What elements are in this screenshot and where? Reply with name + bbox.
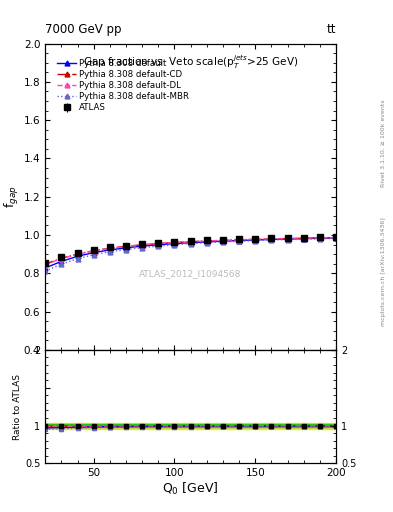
Pythia 8.308 default	[59, 259, 64, 265]
Pythia 8.308 default-MBR	[253, 238, 257, 244]
Pythia 8.308 default-MBR	[318, 236, 322, 242]
Pythia 8.308 default-MBR	[75, 255, 80, 262]
Pythia 8.308 default	[124, 245, 129, 251]
Pythia 8.308 default-CD	[75, 251, 80, 257]
Pythia 8.308 default-DL	[91, 248, 96, 254]
Pythia 8.308 default-CD	[156, 241, 161, 247]
Legend: Pythia 8.308 default, Pythia 8.308 default-CD, Pythia 8.308 default-DL, Pythia 8: Pythia 8.308 default, Pythia 8.308 defau…	[55, 57, 191, 114]
Pythia 8.308 default-DL	[172, 240, 177, 246]
Line: Pythia 8.308 default: Pythia 8.308 default	[43, 236, 338, 270]
Pythia 8.308 default-DL	[285, 236, 290, 242]
Bar	[45, 422, 336, 429]
Pythia 8.308 default-DL	[253, 236, 257, 242]
Pythia 8.308 default-CD	[220, 237, 225, 243]
Line: Pythia 8.308 default-DL: Pythia 8.308 default-DL	[43, 235, 338, 267]
Pythia 8.308 default	[43, 265, 48, 271]
Pythia 8.308 default-MBR	[91, 252, 96, 258]
Pythia 8.308 default-CD	[124, 243, 129, 249]
Text: 7000 GeV pp: 7000 GeV pp	[45, 23, 122, 36]
Pythia 8.308 default-MBR	[334, 236, 338, 242]
Pythia 8.308 default-DL	[318, 235, 322, 241]
Pythia 8.308 default	[91, 249, 96, 255]
Pythia 8.308 default-CD	[285, 236, 290, 242]
Pythia 8.308 default-CD	[204, 238, 209, 244]
Pythia 8.308 default-CD	[318, 235, 322, 241]
Pythia 8.308 default-DL	[334, 234, 338, 241]
Pythia 8.308 default-CD	[107, 245, 112, 251]
Pythia 8.308 default-MBR	[269, 237, 274, 243]
Pythia 8.308 default-CD	[301, 235, 306, 241]
Pythia 8.308 default	[334, 235, 338, 241]
Pythia 8.308 default-CD	[269, 236, 274, 242]
Pythia 8.308 default-DL	[204, 238, 209, 244]
Pythia 8.308 default-MBR	[156, 243, 161, 249]
Pythia 8.308 default-DL	[301, 235, 306, 241]
Pythia 8.308 default-CD	[91, 248, 96, 254]
Pythia 8.308 default-MBR	[172, 242, 177, 248]
Pythia 8.308 default-CD	[59, 255, 64, 262]
Pythia 8.308 default-CD	[334, 234, 338, 241]
Text: mcplots.cern.ch [arXiv:1306.3436]: mcplots.cern.ch [arXiv:1306.3436]	[381, 217, 386, 326]
Pythia 8.308 default-DL	[124, 243, 129, 249]
Pythia 8.308 default	[75, 253, 80, 259]
Pythia 8.308 default	[269, 237, 274, 243]
Pythia 8.308 default-DL	[107, 245, 112, 251]
Pythia 8.308 default	[253, 237, 257, 243]
Pythia 8.308 default-MBR	[301, 236, 306, 242]
Pythia 8.308 default-MBR	[107, 249, 112, 255]
Text: tt: tt	[327, 23, 336, 36]
Pythia 8.308 default-MBR	[140, 245, 145, 251]
Line: Pythia 8.308 default-CD: Pythia 8.308 default-CD	[43, 235, 338, 267]
Pythia 8.308 default	[301, 236, 306, 242]
Bar	[45, 424, 336, 427]
Pythia 8.308 default-CD	[140, 242, 145, 248]
Pythia 8.308 default	[107, 247, 112, 253]
Pythia 8.308 default-MBR	[204, 240, 209, 246]
Y-axis label: f$_{gap}$: f$_{gap}$	[3, 185, 21, 208]
Pythia 8.308 default-MBR	[285, 237, 290, 243]
Pythia 8.308 default	[172, 241, 177, 247]
Text: Gap fraction vs  Veto scale(p$_T^{jets}$>25 GeV): Gap fraction vs Veto scale(p$_T^{jets}$>…	[83, 53, 298, 71]
Pythia 8.308 default-DL	[269, 236, 274, 242]
Pythia 8.308 default	[204, 239, 209, 245]
Pythia 8.308 default-CD	[237, 237, 241, 243]
X-axis label: Q$_0$ [GeV]: Q$_0$ [GeV]	[162, 481, 219, 497]
Pythia 8.308 default	[188, 240, 193, 246]
Pythia 8.308 default-DL	[237, 237, 241, 243]
Pythia 8.308 default-DL	[188, 239, 193, 245]
Pythia 8.308 default-MBR	[220, 239, 225, 245]
Pythia 8.308 default-MBR	[59, 261, 64, 267]
Pythia 8.308 default-DL	[220, 237, 225, 243]
Pythia 8.308 default-CD	[43, 261, 48, 267]
Pythia 8.308 default-CD	[172, 240, 177, 246]
Pythia 8.308 default-CD	[188, 239, 193, 245]
Pythia 8.308 default-MBR	[188, 241, 193, 247]
Pythia 8.308 default	[237, 238, 241, 244]
Pythia 8.308 default-MBR	[124, 246, 129, 252]
Pythia 8.308 default	[140, 243, 145, 249]
Pythia 8.308 default	[285, 236, 290, 242]
Pythia 8.308 default-DL	[43, 262, 48, 268]
Text: Rivet 3.1.10, ≥ 100k events: Rivet 3.1.10, ≥ 100k events	[381, 99, 386, 187]
Pythia 8.308 default	[318, 235, 322, 241]
Y-axis label: Ratio to ATLAS: Ratio to ATLAS	[13, 374, 22, 440]
Pythia 8.308 default	[220, 238, 225, 244]
Text: ATLAS_2012_I1094568: ATLAS_2012_I1094568	[140, 269, 242, 278]
Pythia 8.308 default-MBR	[237, 238, 241, 244]
Pythia 8.308 default-DL	[59, 255, 64, 262]
Pythia 8.308 default-MBR	[43, 268, 48, 274]
Pythia 8.308 default-DL	[140, 242, 145, 248]
Pythia 8.308 default	[156, 242, 161, 248]
Pythia 8.308 default-DL	[75, 251, 80, 257]
Pythia 8.308 default-DL	[156, 241, 161, 247]
Pythia 8.308 default-CD	[253, 237, 257, 243]
Line: Pythia 8.308 default-MBR: Pythia 8.308 default-MBR	[43, 236, 338, 273]
